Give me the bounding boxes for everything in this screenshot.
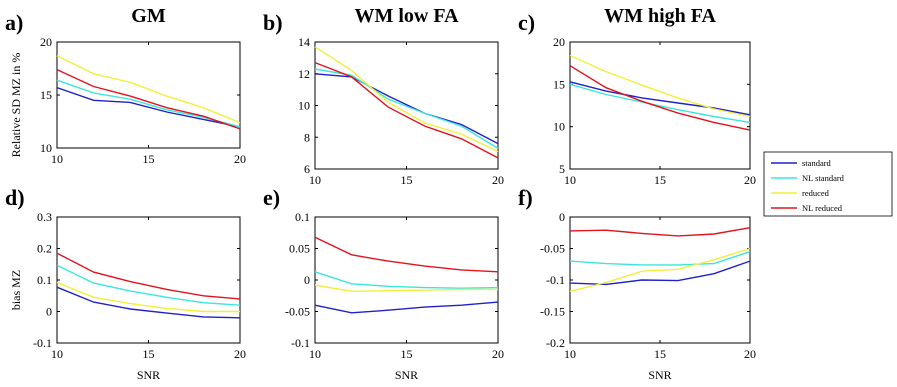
panel-label: c) (518, 10, 535, 35)
panel-label: b) (263, 10, 283, 35)
y-tick-label: 0.1 (37, 273, 52, 287)
y-tick-label: 14 (298, 35, 310, 49)
y-tick-label: 0 (559, 210, 565, 224)
panel-title: WM low FA (354, 5, 459, 27)
panel-d: 10 15 20 -0.1 0 0.1 0.2 0.3 d) SNR bias MZ (5, 185, 246, 382)
x-tick-label: 10 (309, 173, 321, 187)
y-tick-label: 0 (304, 273, 310, 287)
y-tick-label: -0.1 (546, 273, 565, 287)
x-tick-label: 10 (51, 347, 63, 361)
series-line-nl-standard (56, 264, 241, 306)
y-axis-label: bias MZ (9, 270, 23, 310)
x-tick-label: 20 (492, 173, 504, 187)
series-line-nl-standard (314, 271, 499, 289)
y-tick-label: 8 (304, 130, 310, 144)
legend-label: NL reduced (802, 203, 843, 213)
x-tick-label: 10 (564, 347, 576, 361)
y-axis-label: Relative SD MZ in % (9, 53, 23, 158)
panel-title: WM high FA (604, 5, 716, 27)
x-tick-label: 20 (234, 152, 246, 166)
x-tick-label: 20 (744, 347, 756, 361)
y-tick-label: 6 (304, 162, 310, 176)
series-line-nl-reduced (56, 68, 241, 130)
panel-a: 10 15 20 10 15 20 a) GM Relative SD MZ in % (5, 5, 246, 166)
legend-label: reduced (802, 188, 830, 198)
panel-b: 10 15 20 6 8 10 12 14 b) WM low FA (263, 5, 504, 187)
y-tick-label: 10 (553, 120, 565, 134)
x-tick-label: 10 (564, 173, 576, 187)
y-tick-label: 20 (40, 35, 52, 49)
series-line-reduced (56, 55, 241, 124)
x-tick-label: 10 (309, 347, 321, 361)
x-tick-label: 15 (401, 173, 413, 187)
axes-box (56, 41, 241, 149)
y-tick-label: 15 (553, 77, 565, 91)
x-tick-label: 15 (143, 152, 155, 166)
series-line-nl-reduced (569, 65, 751, 131)
panel-e: 10 15 20 -0.1 -0.05 0 0.05 0.1 e) SNR (263, 185, 504, 382)
x-tick-label: 10 (51, 152, 63, 166)
y-tick-label: 20 (553, 35, 565, 49)
series-line-standard (56, 86, 241, 128)
x-axis-label: SNR (137, 368, 160, 382)
series-line-nl-reduced (569, 227, 751, 237)
x-tick-label: 20 (744, 173, 756, 187)
y-tick-label: -0.1 (291, 336, 310, 350)
series-line-standard (314, 73, 499, 145)
y-tick-label: -0.1 (33, 336, 52, 350)
panel-label: e) (263, 185, 280, 210)
series-line-nl-reduced (56, 252, 241, 300)
panel-f: 10 15 20 -0.2 -0.15 -0.1 -0.05 0 f) SNR (518, 185, 756, 382)
y-tick-label: -0.05 (285, 305, 310, 319)
series-line-nl-standard (569, 83, 751, 124)
y-tick-label: -0.2 (546, 336, 565, 350)
y-tick-label: 5 (559, 162, 565, 176)
series-line-reduced (569, 247, 751, 292)
x-axis-label: SNR (648, 368, 671, 382)
x-tick-label: 20 (234, 347, 246, 361)
series-line-standard (314, 301, 499, 314)
axes-box (314, 216, 499, 344)
y-tick-label: 15 (40, 88, 52, 102)
x-tick-label: 15 (401, 347, 413, 361)
panel-label: d) (5, 185, 25, 210)
y-tick-label: 0.1 (295, 210, 310, 224)
panel-title: GM (131, 5, 166, 27)
x-tick-label: 15 (654, 173, 666, 187)
y-tick-label: 12 (298, 67, 310, 81)
y-tick-label: 0.3 (37, 210, 52, 224)
series-line-standard (569, 81, 751, 116)
panel-label: f) (518, 185, 533, 210)
y-tick-label: -0.15 (540, 305, 565, 319)
series-line-nl-reduced (314, 61, 499, 159)
series-line-nl-standard (569, 250, 751, 266)
y-tick-label: -0.05 (540, 242, 565, 256)
x-tick-label: 15 (654, 347, 666, 361)
y-tick-label: 0 (46, 305, 52, 319)
x-tick-label: 20 (492, 347, 504, 361)
axes-box (56, 216, 241, 344)
panel-label: a) (5, 10, 23, 35)
legend-label: NL standard (802, 173, 845, 183)
y-tick-label: 10 (40, 141, 52, 155)
series-line-reduced (569, 54, 751, 118)
x-tick-label: 15 (143, 347, 155, 361)
y-tick-label: 10 (298, 99, 310, 113)
legend: standard NL standard reduced NL reduced (763, 151, 893, 217)
series-line-reduced (56, 281, 240, 313)
series-line-reduced (314, 46, 499, 153)
series-line-standard (56, 286, 241, 319)
y-tick-label: 0.2 (37, 242, 52, 256)
legend-label: standard (802, 158, 832, 168)
series-line-reduced (314, 284, 498, 293)
series-line-nl-reduced (314, 236, 499, 273)
y-tick-label: 0.05 (289, 242, 310, 256)
x-axis-label: SNR (395, 368, 418, 382)
